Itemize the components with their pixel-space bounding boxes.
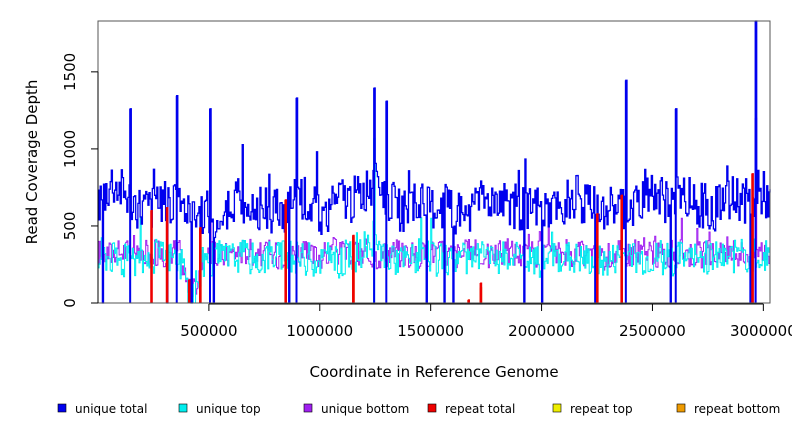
x-axis: 500000 1000000 1500000 2000000 2500000 300000…	[180, 303, 792, 340]
legend-item-unique-total: unique total	[57, 402, 147, 416]
legend-swatch-unique-bottom	[303, 403, 313, 413]
legend-item-repeat-total: repeat total	[427, 402, 515, 416]
plot-area	[98, 20, 771, 304]
legend-item-unique-bottom: unique bottom	[303, 402, 409, 416]
legend-swatch-repeat-top	[552, 403, 562, 413]
legend-item-repeat-bottom: repeat bottom	[676, 402, 780, 416]
legend-swatch-unique-total	[57, 403, 67, 413]
y-tick-label-1: 500	[61, 212, 79, 241]
legend-swatch-unique-top	[178, 403, 188, 413]
legend-label-unique-total: unique total	[75, 402, 147, 416]
series-line-unique-top	[98, 137, 771, 304]
legend-label-unique-top: unique top	[196, 402, 261, 416]
legend-swatch-repeat-total	[427, 403, 437, 413]
series-unique-total	[98, 20, 771, 304]
legend-label-repeat-total: repeat total	[445, 402, 515, 416]
legend-label-repeat-bottom: repeat bottom	[694, 402, 780, 416]
x-tick-label-2: 1500000	[397, 322, 464, 340]
legend-label-repeat-top: repeat top	[570, 402, 633, 416]
series-line-unique-total	[98, 20, 771, 304]
x-tick-label-5: 3000000	[730, 322, 792, 340]
y-axis-title: Read Coverage Depth	[23, 80, 41, 245]
legend-swatch-repeat-bottom	[676, 403, 686, 413]
y-tick-label-2: 1000	[61, 130, 79, 168]
x-axis-title: Coordinate in Reference Genome	[309, 363, 558, 381]
legend-item-unique-top: unique top	[178, 402, 261, 416]
x-tick-label-1: 1000000	[286, 322, 353, 340]
legend: unique total unique top unique bottom repea…	[57, 402, 780, 416]
y-axis: 0 500 1000 1500	[61, 53, 99, 308]
x-tick-label-4: 2500000	[619, 322, 686, 340]
legend-item-repeat-top: repeat top	[552, 402, 633, 416]
x-tick-label-0: 500000	[180, 322, 237, 340]
legend-label-unique-bottom: unique bottom	[321, 402, 409, 416]
x-tick-label-3: 2000000	[508, 322, 575, 340]
y-tick-label-3: 1500	[61, 53, 79, 91]
y-tick-label-0: 0	[61, 298, 79, 308]
